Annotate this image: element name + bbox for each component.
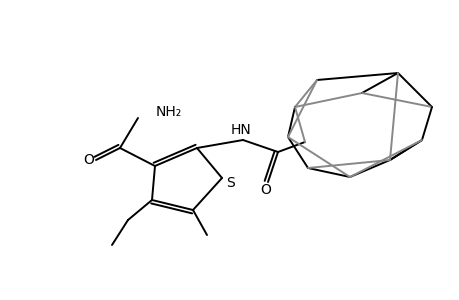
Text: O: O (84, 153, 94, 167)
Text: NH₂: NH₂ (156, 105, 182, 119)
Text: O: O (260, 183, 271, 197)
Text: HN: HN (230, 123, 251, 137)
Text: S: S (226, 176, 235, 190)
